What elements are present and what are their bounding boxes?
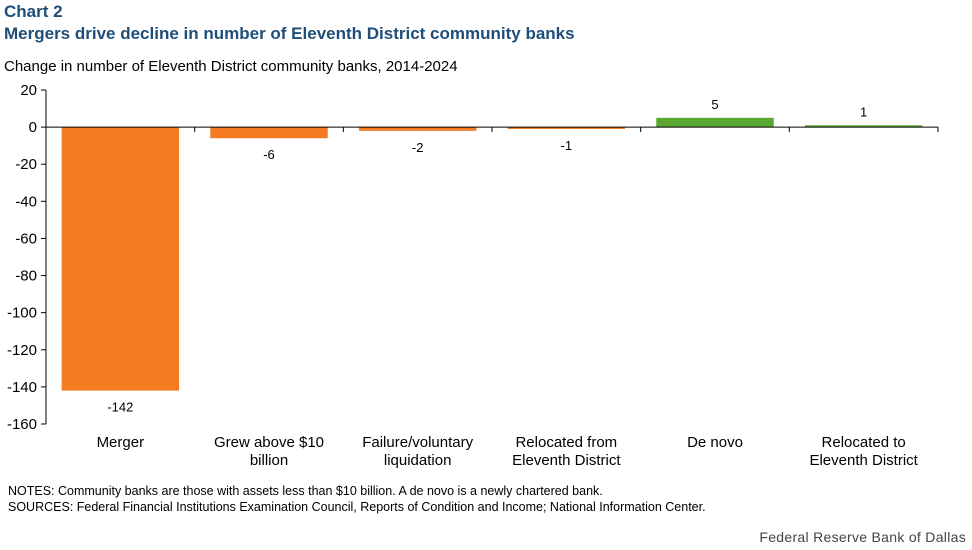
data-label: 5 <box>711 97 718 112</box>
x-tick-label: Merger <box>97 434 145 451</box>
x-tick-label: Grew above $10 billion <box>214 434 324 469</box>
x-tick-label-line: Eleventh District <box>809 452 918 469</box>
y-tick-label: 20 <box>20 82 37 99</box>
y-tick-label: -160 <box>7 416 37 433</box>
y-tick-label: -100 <box>7 305 37 322</box>
chart-notes: NOTES: Community banks are those with as… <box>8 484 603 498</box>
bar <box>804 125 923 128</box>
bar <box>210 127 328 139</box>
y-tick-label: -60 <box>15 230 37 247</box>
y-tick-label: -80 <box>15 268 37 285</box>
bar <box>656 117 774 128</box>
x-tick-label-line: De novo <box>687 434 743 451</box>
data-label: -1 <box>561 138 573 153</box>
y-tick-label: -20 <box>15 156 37 173</box>
data-label: -2 <box>412 140 424 155</box>
bar <box>358 127 477 131</box>
x-tick-label-line: Eleventh District <box>512 452 621 469</box>
bar-chart: 20 0 -20 -40 -60 -80 -100 -120 -140 -160 -142 Merge… <box>7 82 939 469</box>
y-tick-label: 0 <box>29 119 37 136</box>
x-tick-label: Failure/voluntary liquidation <box>362 434 473 469</box>
x-tick-label-line: Relocated to <box>822 434 906 451</box>
x-tick-label: De novo <box>687 434 743 451</box>
y-tick-label: -40 <box>15 193 37 210</box>
x-tick-label: Relocated from Eleventh District <box>512 434 621 469</box>
data-label: -142 <box>107 400 133 415</box>
bar <box>507 127 626 129</box>
x-tick-label-line: Merger <box>97 434 145 451</box>
x-tick-label-line: billion <box>250 452 288 469</box>
y-tick-label: -140 <box>7 379 37 396</box>
x-tick-label-line: Grew above $10 <box>214 434 324 451</box>
chart-sources: SOURCES: Federal Financial Institutions … <box>8 500 706 514</box>
data-label: 1 <box>860 104 867 119</box>
chart-label: Chart 2 <box>4 2 63 21</box>
y-tick-label: -120 <box>7 342 37 359</box>
bar <box>61 127 180 391</box>
x-tick-label: Relocated to Eleventh District <box>809 434 918 469</box>
x-tick-label-line: liquidation <box>384 452 452 469</box>
source-credit: Federal Reserve Bank of Dallas <box>759 529 966 545</box>
chart-subtitle: Change in number of Eleventh District co… <box>4 58 458 75</box>
x-tick-label-line: Failure/voluntary <box>362 434 473 451</box>
data-label: -6 <box>263 147 275 162</box>
x-tick-label-line: Relocated from <box>515 434 617 451</box>
chart-title: Mergers drive decline in number of Eleve… <box>4 24 575 43</box>
